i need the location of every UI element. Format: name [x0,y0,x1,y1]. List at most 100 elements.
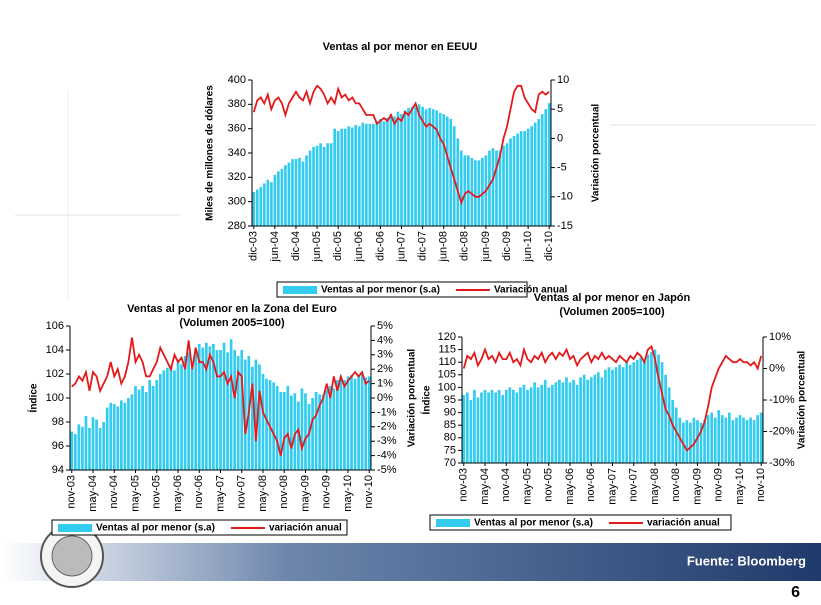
bar [336,380,339,470]
bar [421,106,424,226]
bar [350,127,354,226]
bar [749,417,752,463]
bar [88,428,91,470]
bar [166,368,169,470]
y-axis-label: Índice [420,385,433,414]
page-number: 6 [791,584,800,601]
bar [561,382,565,463]
bar [81,426,84,470]
y2-tick-label: -15 [557,220,573,232]
legend-label: Ventas al por menor (s.a) [474,518,593,529]
bar [116,406,120,470]
bar [347,126,351,226]
bar [575,384,579,463]
bar [710,412,713,463]
footer-band [0,543,821,581]
x-tick-label: nov-08 [278,475,290,509]
bar [91,417,95,470]
bar [194,350,198,470]
legend-box [51,519,348,536]
bar [321,394,325,470]
y-tick-label: 80 [444,432,456,444]
y-tick-label: 340 [228,147,246,159]
bar [243,359,247,470]
bar [254,359,258,470]
x-tick-label: dic-03 [248,231,260,261]
bar [308,150,312,226]
bar [226,352,229,470]
x-tick-label: jun-08 [438,231,450,263]
bar [526,389,529,463]
y-tick-label: 90 [444,407,456,419]
bar [522,384,526,463]
y2-tick-label: 0% [769,362,785,374]
bar [123,402,127,470]
y2-tick-label: 0% [377,392,393,404]
bar [568,382,572,463]
bar [643,359,646,463]
line [252,84,550,206]
bar [379,118,382,226]
x-tick-label: jun-07 [395,231,407,263]
bar [752,420,756,463]
bar [540,114,544,226]
bar [717,410,721,463]
legend-label: variación anual [269,523,342,534]
bar [350,375,353,470]
bar [692,417,696,463]
x-tick-label: may-08 [257,475,269,512]
x-tick-label: may-05 [521,468,533,505]
bar [357,376,360,470]
bar [222,342,226,470]
bar [470,157,474,226]
x-tick-label: may-10 [734,468,746,505]
bar [456,138,460,226]
bar [304,393,307,470]
bar [360,374,364,470]
y-tick-label: 106 [46,320,64,332]
bar [314,392,318,470]
bar [98,428,102,470]
bar [474,160,477,226]
bar [473,389,476,463]
bar [386,117,389,226]
bar [176,362,180,470]
bar [438,112,442,226]
bar [497,389,501,463]
bar [685,420,689,463]
bar [266,179,270,226]
y2-tick-label: -5% [377,464,397,476]
bar [523,131,526,226]
bar [364,377,368,470]
bar [403,110,407,226]
line [462,344,763,452]
bar [498,150,502,226]
bar [293,393,297,470]
bar [660,362,664,463]
bar [586,379,590,463]
bar [319,143,322,226]
bar [504,389,508,463]
bar [102,422,105,470]
logo-inner [51,535,93,577]
bar [543,379,547,463]
x-tick-label: dic-04 [290,231,302,261]
bar [298,157,301,226]
bar [667,387,671,463]
bar [481,157,484,226]
bar [519,131,523,226]
bar [77,424,81,470]
bar [724,417,728,463]
bar [372,123,375,226]
bar [340,128,344,226]
bar [582,374,586,463]
y2-tick-label: 10% [769,331,791,343]
x-tick-label: nov-08 [670,468,682,502]
bar [307,404,311,470]
bar [353,378,357,470]
x-tick-label: jun-10 [522,231,534,263]
legend-swatch [58,524,92,532]
bar [650,352,653,463]
x-tick-label: nov-06 [193,475,205,509]
